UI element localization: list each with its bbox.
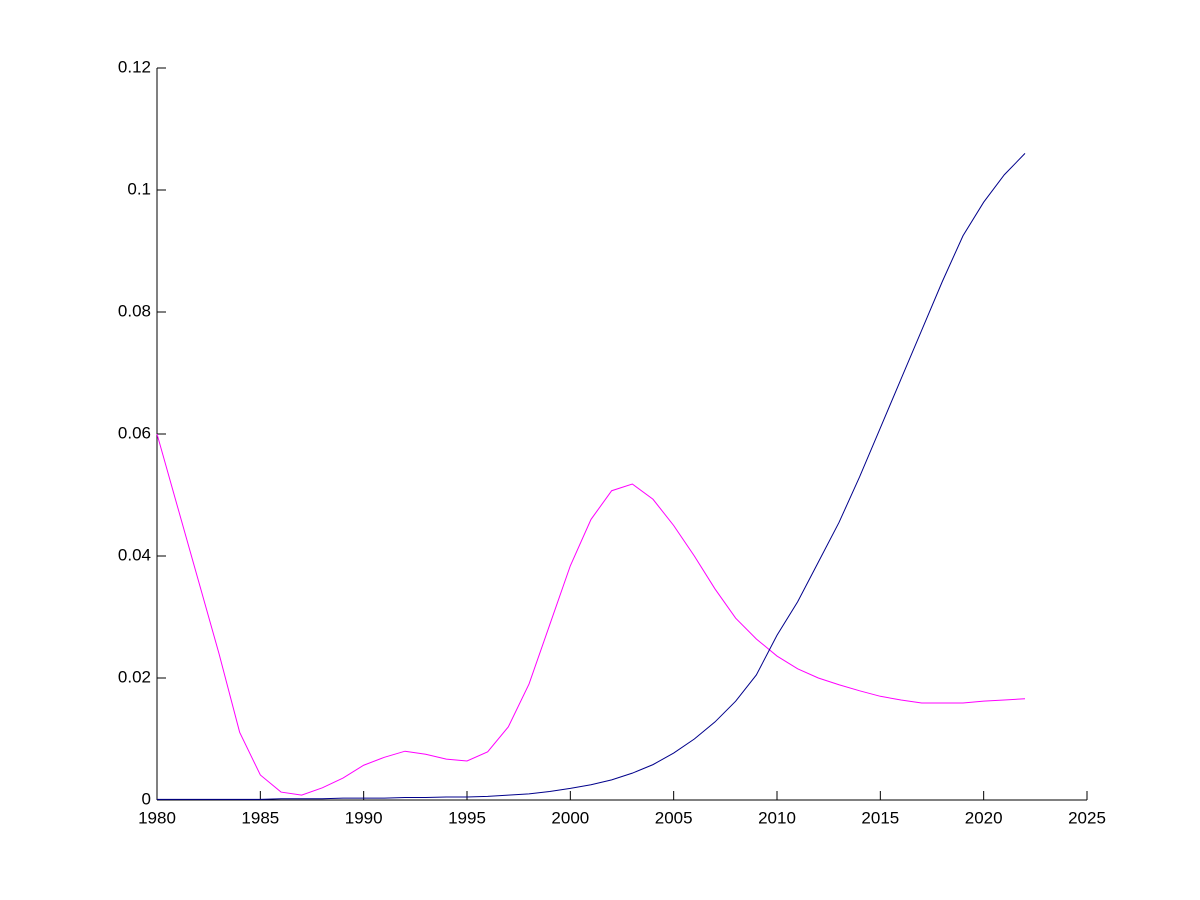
x-tick-label: 2020 [965,808,1003,827]
y-tick-label: 0 [142,789,151,808]
y-tick-label: 0.12 [118,57,151,76]
x-tick-label: 1980 [138,808,176,827]
x-tick-label: 2010 [758,808,796,827]
data-line [157,153,1026,800]
x-tick-label: 2015 [861,808,899,827]
x-tick-label: 2000 [551,808,589,827]
y-tick-label: 0.06 [118,423,151,442]
x-tick-label: 1995 [448,808,486,827]
x-tick-label: 2005 [655,808,693,827]
x-tick-label: 1990 [345,808,383,827]
x-tick-label: 1985 [241,808,279,827]
y-tick-label: 0.1 [127,179,151,198]
x-tick-label: 2025 [1068,808,1106,827]
y-tick-label: 0.04 [118,545,151,564]
data-line [156,433,1026,796]
y-tick-label: 0.02 [118,667,151,686]
y-tick-label: 0.08 [118,301,151,320]
